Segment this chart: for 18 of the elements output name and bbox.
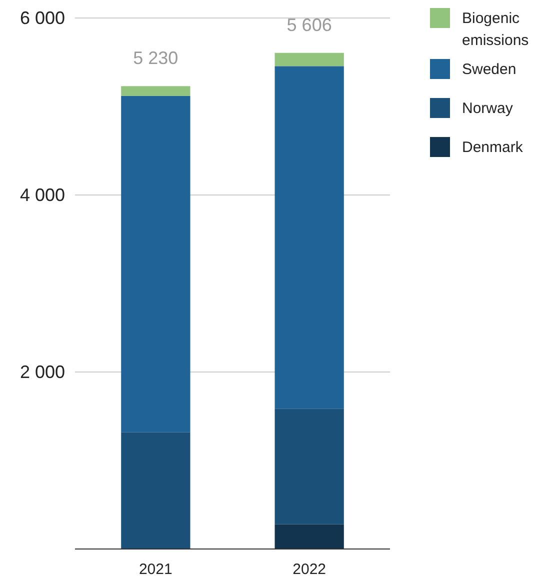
bar xyxy=(121,96,190,432)
total-label: 5 606 xyxy=(286,14,332,35)
bar xyxy=(274,408,344,524)
y-tick-label: 6 000 xyxy=(20,8,65,28)
y-tick-label: 2 000 xyxy=(20,362,65,382)
bar xyxy=(274,66,344,409)
legend-label: Sweden xyxy=(462,61,516,78)
bar xyxy=(274,52,344,66)
y-tick-label: 4 000 xyxy=(20,184,65,205)
bar xyxy=(121,432,190,549)
x-tick-label: 2022 xyxy=(292,561,326,576)
legend-label: Denmark xyxy=(462,139,524,156)
total-label: 5 230 xyxy=(133,48,178,68)
x-tick-label: 2021 xyxy=(138,561,172,576)
bar xyxy=(274,524,344,549)
legend-label: Biogenic emissions xyxy=(462,10,529,49)
legend-label: Norway xyxy=(462,100,514,117)
bar xyxy=(121,86,190,96)
